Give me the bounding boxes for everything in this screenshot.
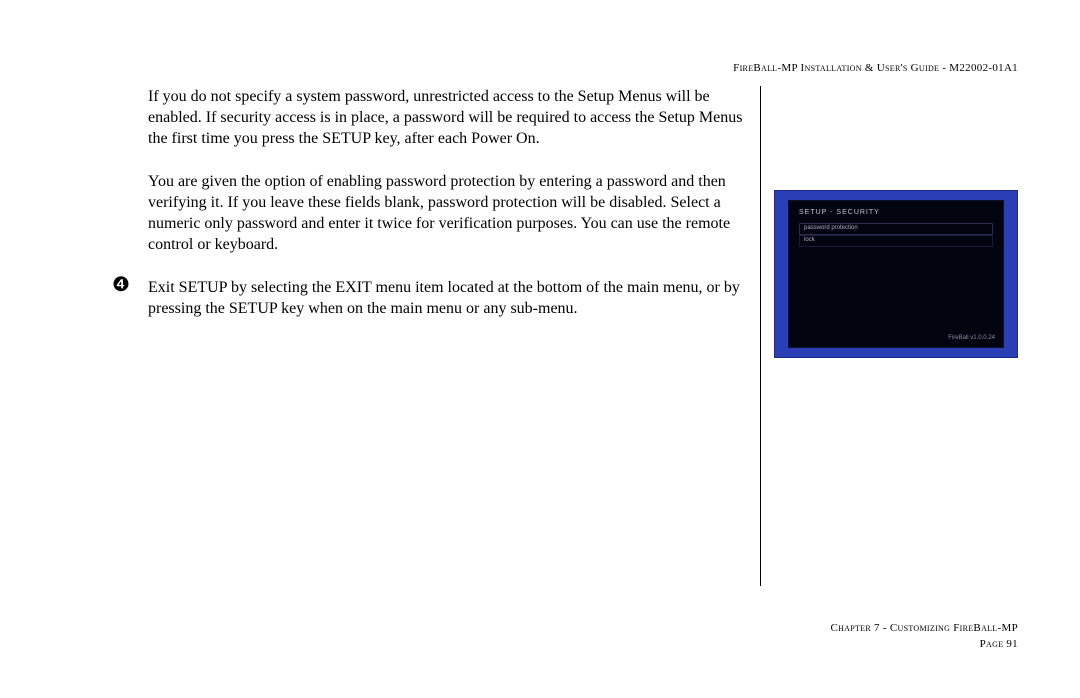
- osd-credit: FireBall v1.0.0.24: [948, 335, 995, 341]
- document-page: FireBall-MP Installation & User's Guide …: [0, 0, 1080, 698]
- osd-row-lock: lock: [799, 235, 993, 247]
- osd-row-password-label: password protection: [804, 225, 858, 231]
- paragraph-1: If you do not specify a system password,…: [148, 86, 752, 149]
- setup-screenshot: SETUP - SECURITY password protection loc…: [774, 190, 1018, 358]
- osd-row-password: password protection: [799, 223, 993, 235]
- osd-row-lock-label: lock: [804, 237, 815, 243]
- osd-panel: SETUP - SECURITY password protection loc…: [788, 200, 1004, 348]
- header-text: FireBall-MP Installation & User's Guide …: [733, 62, 1018, 74]
- osd-title: SETUP - SECURITY: [799, 209, 880, 216]
- step-4-marker-icon: ❹: [112, 275, 130, 295]
- step-4: ❹ Exit SETUP by selecting the EXIT menu …: [148, 277, 752, 319]
- step-4-text: Exit SETUP by selecting the EXIT menu it…: [148, 277, 752, 319]
- vertical-divider: [760, 86, 761, 586]
- footer-chapter: Chapter 7 - Customizing FireBall-MP: [830, 620, 1018, 636]
- footer-page: Page 91: [830, 636, 1018, 652]
- page-footer: Chapter 7 - Customizing FireBall-MP Page…: [830, 620, 1018, 652]
- paragraph-2: You are given the option of enabling pas…: [148, 171, 752, 255]
- main-content: If you do not specify a system password,…: [148, 86, 752, 319]
- page-header: FireBall-MP Installation & User's Guide …: [733, 62, 1018, 74]
- sidebar: SETUP - SECURITY password protection loc…: [774, 190, 1018, 358]
